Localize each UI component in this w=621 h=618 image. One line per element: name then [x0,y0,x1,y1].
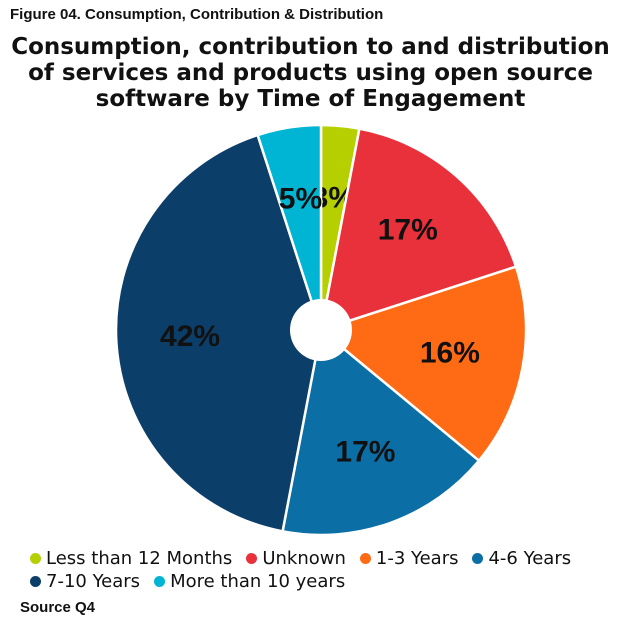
legend-item: 1-3 Years [359,548,459,569]
legend-label: Unknown [262,548,346,569]
pie-slice [318,265,528,463]
data-label: 17% [378,214,438,247]
legend-item: 4-6 Years [472,548,571,569]
pie-chart: 3%17%16%17%42%5% [114,123,528,537]
legend-swatch [30,553,41,564]
chart-title: Consumption, contribution to and distrib… [11,34,610,112]
legend-label: 7-10 Years [46,571,141,592]
legend-item: Unknown [246,548,346,569]
legend-item: Less than 12 Months [30,548,232,569]
data-label: 16% [420,337,480,370]
pie-slice [281,327,481,537]
legend-swatch [472,553,484,564]
source-note: Source Q4 [20,599,96,616]
data-label: 17% [335,435,395,468]
pie-slice [114,133,323,533]
figure-caption: Figure 04. Consumption, Contribution & D… [10,6,384,23]
legend-label: More than 10 years [170,571,346,592]
legend-item: More than 10 years [154,571,345,592]
legend-swatch [30,576,41,587]
legend-label: Less than 12 Months [46,548,233,569]
legend: Less than 12 Months Unknown 1-3 Years 4-6 Y… [30,548,620,592]
legend-swatch [154,576,166,587]
legend-swatch [359,553,371,564]
data-label: 5% [279,182,322,215]
pie-slice [256,123,323,331]
legend-label: 4-6 Years [488,548,572,569]
legend-swatch [246,553,258,564]
data-label: 42% [160,320,220,353]
pie-hole [290,299,352,361]
pie-slice [319,127,518,332]
legend-item: 7-10 Years [30,571,140,592]
legend-label: 1-3 Years [375,548,459,569]
